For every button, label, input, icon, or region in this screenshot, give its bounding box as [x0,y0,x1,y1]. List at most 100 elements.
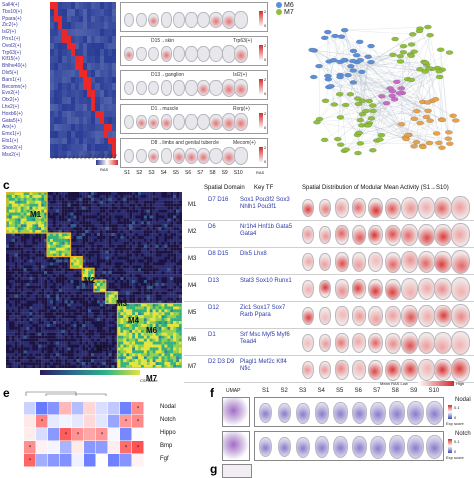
csi-cell [153,268,156,271]
csi-cell [32,224,35,227]
csi-cell [68,347,71,350]
csi-cell [35,271,38,274]
csi-cell [44,301,47,304]
csi-cell [56,265,59,268]
csi-cell [38,347,41,350]
csi-cell [159,215,162,218]
csi-cell [123,342,126,345]
csi-cell [94,218,97,221]
header-distribution: Spatial Distribution of Modular Mean Act… [302,185,449,191]
csi-cell [170,218,173,221]
csi-cell [9,324,12,327]
csi-cell [173,306,176,309]
csi-cell [179,201,182,204]
csi-cell [156,224,159,227]
gene-label: Ppara(+) [2,16,50,23]
csi-cell [141,227,144,230]
csi-cell [176,242,179,245]
csi-cell [71,204,74,207]
csi-cell [21,309,24,312]
csi-cell [144,286,147,289]
csi-cell [115,242,118,245]
csi-cell [24,215,27,218]
csi-cell [94,259,97,262]
csi-cell [135,195,138,198]
csi-cell [94,315,97,318]
csi-cell [126,265,129,268]
heatmap-cell [112,63,116,70]
network-node [365,55,372,59]
csi-cell [126,236,129,239]
csi-cell [112,262,115,265]
csi-cell [159,283,162,286]
csi-cell [82,248,85,251]
csi-cell [73,312,76,315]
csi-cell [15,324,18,327]
csi-cell [132,192,135,195]
csi-cell [123,324,126,327]
csi-cell [147,298,150,301]
csi-cell [126,333,129,336]
csi-cell [44,271,47,274]
csi-cell [65,259,68,262]
csi-cell [156,295,159,298]
csi-cell [141,262,144,265]
csi-cell [173,336,176,339]
csi-cell [156,292,159,295]
expression-embryo [278,403,292,424]
csi-cell [82,301,85,304]
csi-cell [170,342,173,345]
csi-cell [76,301,79,304]
csi-cell [147,198,150,201]
csi-cell [103,201,106,204]
network-edge [319,66,350,94]
csi-cell [27,283,30,286]
csi-cell [123,195,126,198]
csi-cell [24,353,27,356]
csi-cell [6,359,9,362]
csi-cell [97,283,100,286]
csi-cell [79,239,82,242]
csi-cell [170,327,173,330]
csi-cell [6,254,9,257]
csi-cell [135,295,138,298]
network-edge [408,135,439,143]
csi-cell [18,345,21,348]
pathway-cell [24,415,36,428]
csi-cell [94,356,97,359]
csi-cell [138,224,141,227]
csi-cell [88,195,91,198]
csi-cell [176,306,179,309]
csi-cell [91,309,94,312]
row-scale-lo: 0 [264,91,266,96]
csi-cell [15,245,18,248]
csi-cell [159,362,162,365]
csi-cell [156,280,159,283]
csi-cell [44,321,47,324]
csi-cell [38,257,41,260]
csi-cell [32,289,35,292]
csi-cell [144,242,147,245]
csi-cell [65,277,68,280]
csi-cell [62,342,65,345]
csi-cell [56,248,59,251]
csi-cell [9,301,12,304]
csi-cell [176,198,179,201]
mean-ras-high: High [456,381,464,386]
csi-cell [138,221,141,224]
csi-cell [59,283,62,286]
csi-cell [65,204,68,207]
csi-cell [141,233,144,236]
csi-cell [27,318,30,321]
csi-cell [15,283,18,286]
csi-cell [44,345,47,348]
csi-cell [6,312,9,315]
csi-cell [97,271,100,274]
csi-cell [41,342,44,345]
csi-cell [12,213,15,216]
csi-cell [144,201,147,204]
csi-cell [132,333,135,336]
csi-cell [50,350,53,353]
csi-cell [117,213,120,216]
module-embryo [335,279,349,298]
